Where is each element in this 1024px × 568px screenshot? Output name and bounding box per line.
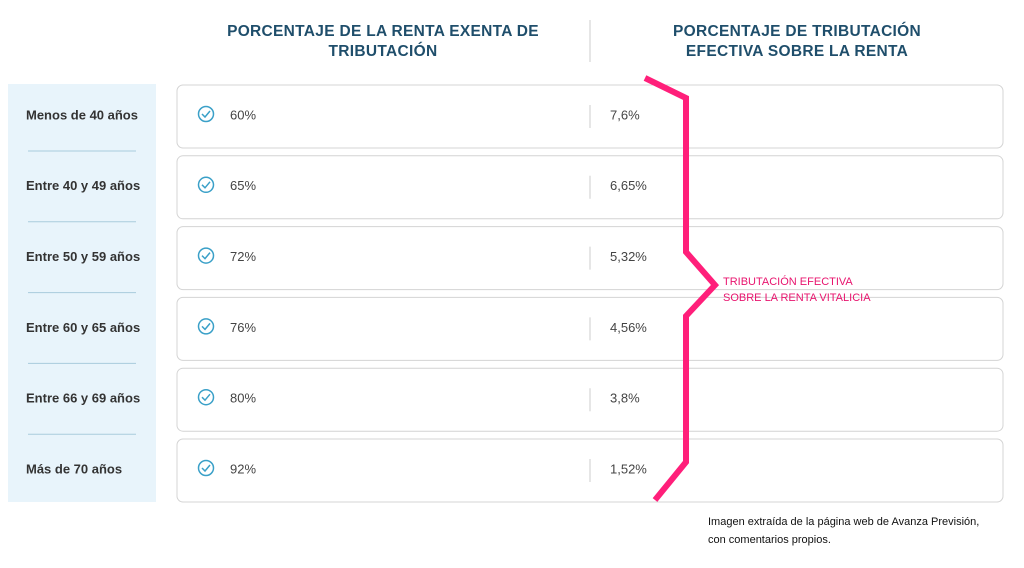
annotation: TRIBUTACIÓN EFECTIVA xyxy=(723,275,853,288)
check-mark xyxy=(201,393,211,402)
age-label: Menos de 40 años xyxy=(26,107,138,122)
tax-value: 7,6% xyxy=(610,107,640,122)
header: PORCENTAJE DE TRIBUTACIÓN xyxy=(673,22,921,40)
header: TRIBUTACIÓN xyxy=(329,42,438,60)
check-icon xyxy=(197,176,215,194)
exempt-value: 76% xyxy=(230,320,256,335)
age-label: Entre 66 y 69 años xyxy=(26,391,140,406)
check-mark xyxy=(201,252,211,260)
check-mark xyxy=(201,464,211,473)
tax-value: 6,65% xyxy=(610,178,647,193)
check-icon xyxy=(197,105,215,123)
exempt-value: 65% xyxy=(230,178,256,193)
exempt-value: 92% xyxy=(230,461,256,476)
check-mark xyxy=(201,181,211,189)
tax-value: 1,52% xyxy=(610,461,647,476)
tax-value: 4,56% xyxy=(610,320,647,335)
exempt-value: 72% xyxy=(230,249,256,264)
check-icon xyxy=(197,388,215,406)
caption: Imagen extraída de la página web de Avan… xyxy=(708,516,979,528)
header: EFECTIVA SOBRE LA RENTA xyxy=(686,43,908,60)
age-label: Entre 60 y 65 años xyxy=(26,320,140,335)
tax-value: 5,32% xyxy=(610,249,647,264)
check-icon xyxy=(197,459,215,477)
tax-value: 3,8% xyxy=(610,391,640,406)
brace xyxy=(643,75,720,502)
age-label: Entre 40 y 49 años xyxy=(26,178,140,193)
caption: con comentarios propios. xyxy=(708,534,831,546)
age-label: Más de 70 años xyxy=(26,461,122,476)
exempt-value: 60% xyxy=(230,107,256,122)
annotation: SOBRE LA RENTA VITALICIA xyxy=(723,292,871,304)
check-icon xyxy=(197,318,215,335)
header: PORCENTAJE DE LA RENTA EXENTA DE xyxy=(227,23,539,40)
check-icon xyxy=(197,247,215,264)
check-mark xyxy=(201,322,211,331)
exempt-value: 80% xyxy=(230,391,256,406)
age-label: Entre 50 y 59 años xyxy=(26,249,140,264)
check-mark xyxy=(201,110,211,119)
